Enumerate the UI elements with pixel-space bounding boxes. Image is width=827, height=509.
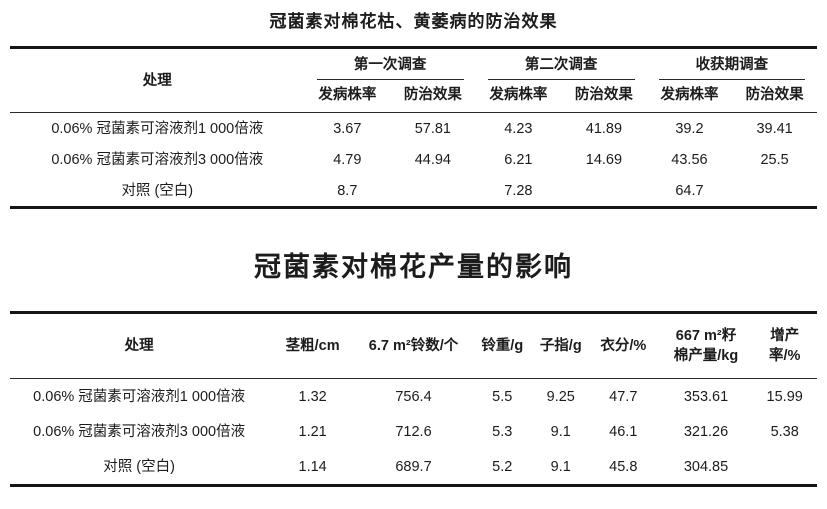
table-cell	[390, 175, 476, 208]
table1-title: 冠菌素对棉花枯、黄萎病的防治效果	[269, 12, 558, 31]
col-group-first-survey-label: 第一次调查	[316, 55, 464, 80]
col-header-seed-index: 子指/g	[534, 312, 587, 379]
col-group-second-survey: 第二次调查	[476, 48, 647, 80]
table-cell	[752, 449, 817, 486]
col-header-incidence-2: 发病株率	[475, 80, 562, 113]
table-cell: 4.23	[504, 120, 533, 137]
table-row: 对照 (空白) 8.7 7.28 64.7	[10, 175, 817, 208]
yield-table: 处理 茎粗/cm 6.7 m²铃数/个 铃重/g 子指/g 衣分/% 667 m…	[10, 311, 817, 487]
table-cell: 57.81	[414, 120, 451, 137]
table-cell: 3.67	[333, 120, 362, 137]
table-cell: 321.26	[683, 423, 729, 440]
col-header-boll-count: 6.7 m²铃数/个	[357, 312, 470, 379]
table-cell: 1.14	[298, 458, 327, 475]
table-row: 0.06% 冠菌素可溶液剂1 000倍液 1.32 756.4 5.5 9.25…	[10, 379, 817, 415]
table-cell: 46.1	[609, 423, 638, 440]
col-header-seed-cotton-yield: 667 m²籽 棉产量/kg	[659, 312, 753, 379]
table-cell: 5.3	[492, 423, 513, 440]
increase-header-line2: 率/%	[768, 348, 801, 364]
table-cell: 14.69	[585, 151, 623, 168]
row-label: 对照 (空白)	[121, 182, 194, 199]
col-group-second-survey-label: 第二次调查	[487, 55, 635, 80]
table-cell: 5.5	[492, 388, 513, 405]
table-cell: 8.7	[337, 182, 358, 199]
table-cell: 39.2	[675, 120, 704, 137]
table-cell: 9.25	[546, 388, 575, 405]
col-group-harvest-survey-label: 收获期调查	[658, 55, 805, 80]
yield-table-header: 处理 茎粗/cm 6.7 m²铃数/个 铃重/g 子指/g 衣分/% 667 m…	[10, 312, 817, 379]
col-header-treatment: 处理	[10, 312, 269, 379]
table-cell: 9.1	[550, 423, 571, 440]
table-cell: 39.41	[756, 120, 793, 137]
table-cell: 5.38	[770, 423, 799, 440]
table2-title: 冠菌素对棉花产量的影响	[254, 252, 573, 282]
table-cell: 45.8	[609, 458, 638, 475]
table-cell: 5.2	[492, 458, 513, 475]
header-row: 处理 茎粗/cm 6.7 m²铃数/个 铃重/g 子指/g 衣分/% 667 m…	[10, 312, 817, 379]
table-cell: 43.56	[671, 151, 708, 168]
table-row: 0.06% 冠菌素可溶液剂1 000倍液 3.67 57.81 4.23 41.…	[10, 113, 817, 145]
disease-table-body: 0.06% 冠菌素可溶液剂1 000倍液 3.67 57.81 4.23 41.…	[10, 113, 817, 208]
yield-header-line2: 棉产量/kg	[673, 348, 739, 364]
table-cell: 6.21	[504, 151, 533, 168]
table-cell: 304.85	[683, 458, 729, 475]
table-row: 对照 (空白) 1.14 689.7 5.2 9.1 45.8 304.85	[10, 449, 817, 486]
table-cell: 44.94	[414, 151, 451, 168]
table-cell: 712.6	[395, 423, 432, 440]
disease-table-header: 处理 第一次调查 第二次调查 收获期调查 发病株率 防治效果 发病株率 防治效果…	[10, 47, 817, 113]
row-label: 对照 (空白)	[103, 458, 175, 475]
col-header-incidence-1: 发病株率	[304, 80, 391, 113]
table-cell: 47.7	[609, 388, 638, 405]
table-cell	[561, 175, 647, 208]
row-label: 0.06% 冠菌素可溶液剂1 000倍液	[33, 388, 246, 405]
col-header-increase-rate: 增产 率/%	[752, 312, 817, 379]
table-cell: 1.32	[298, 388, 327, 405]
table-cell: 689.7	[395, 458, 432, 475]
table-cell: 25.5	[760, 151, 789, 168]
table-cell	[732, 175, 817, 208]
table-cell: 9.1	[550, 458, 571, 475]
sub-header-row: 发病株率 防治效果 发病株率 防治效果 发病株率 防治效果	[10, 80, 817, 113]
row-label: 0.06% 冠菌素可溶液剂1 000倍液	[51, 120, 264, 137]
col-header-lint-percentage: 衣分/%	[586, 312, 660, 379]
row-label: 0.06% 冠菌素可溶液剂3 000倍液	[33, 423, 246, 440]
table-cell: 15.99	[766, 388, 803, 405]
table-cell: 756.4	[395, 388, 432, 405]
table-cell: 64.7	[675, 182, 704, 199]
col-header-incidence-3: 发病株率	[646, 80, 733, 113]
col-header-boll-weight: 铃重/g	[469, 312, 535, 379]
yield-header-line1: 667 m²籽	[675, 328, 737, 344]
col-header-effect-3: 防治效果	[732, 80, 817, 113]
table-cell: 41.89	[585, 120, 623, 137]
table-cell: 4.79	[333, 151, 362, 168]
col-header-effect-2: 防治效果	[561, 80, 647, 113]
group-header-row: 处理 第一次调查 第二次调查 收获期调查	[10, 47, 817, 113]
row-label: 0.06% 冠菌素可溶液剂3 000倍液	[51, 151, 264, 168]
disease-control-table: 处理 第一次调查 第二次调查 收获期调查 发病株率 防治效果 发病株率 防治效果…	[10, 46, 817, 209]
col-header-stem-diameter: 茎粗/cm	[268, 312, 358, 379]
table-cell: 1.21	[298, 423, 327, 440]
increase-header-line1: 增产	[770, 328, 800, 344]
col-header-treatment: 处理	[10, 47, 305, 113]
col-group-harvest-survey: 收获期调查	[647, 48, 817, 80]
table-cell: 7.28	[504, 182, 533, 199]
table-cell: 353.61	[683, 388, 729, 405]
table-row: 0.06% 冠菌素可溶液剂3 000倍液 4.79 44.94 6.21 14.…	[10, 144, 817, 175]
yield-table-body: 0.06% 冠菌素可溶液剂1 000倍液 1.32 756.4 5.5 9.25…	[10, 379, 817, 486]
col-group-first-survey: 第一次调查	[305, 48, 476, 80]
table-row: 0.06% 冠菌素可溶液剂3 000倍液 1.21 712.6 5.3 9.1 …	[10, 414, 817, 449]
col-header-effect-1: 防治效果	[390, 80, 476, 113]
